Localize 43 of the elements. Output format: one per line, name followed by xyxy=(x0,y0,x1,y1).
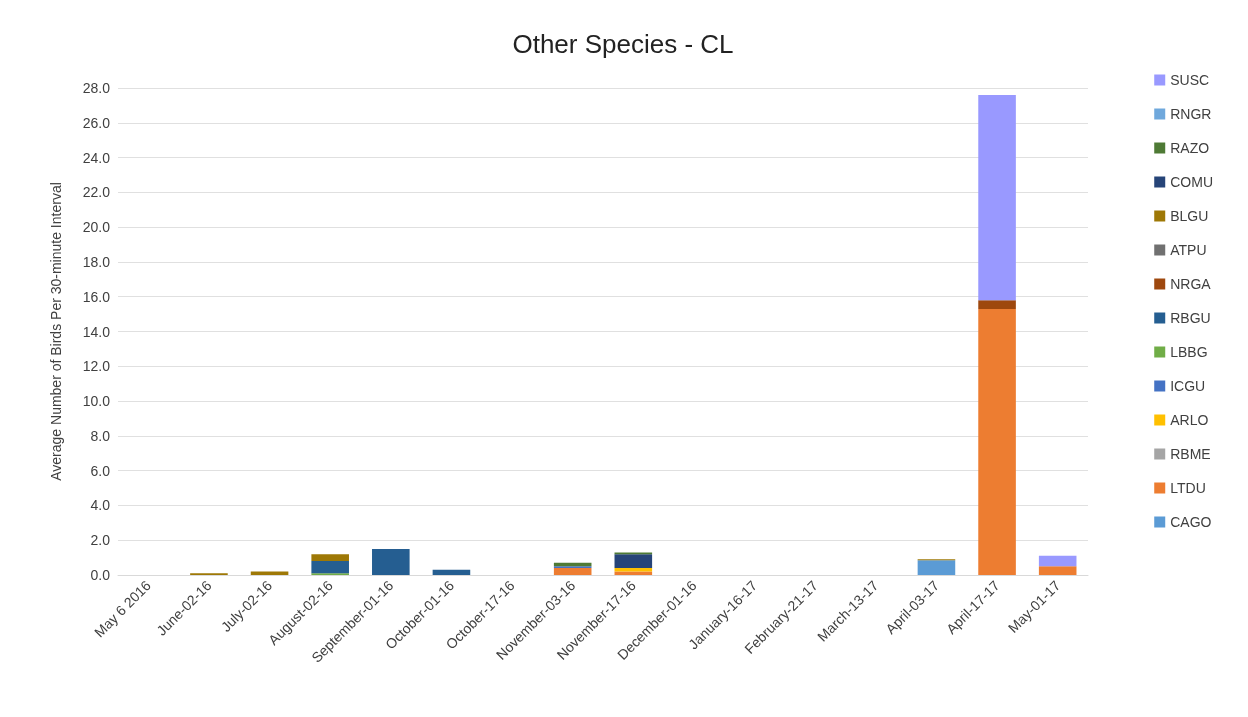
bar xyxy=(614,554,653,569)
legend-label: LTDU xyxy=(1170,480,1206,496)
y-tick-label: 0.0 xyxy=(90,567,111,583)
legend-label: RAZO xyxy=(1170,140,1210,156)
bar xyxy=(311,554,349,562)
bar xyxy=(553,568,592,575)
bar xyxy=(372,548,410,575)
y-tick-label: 8.0 xyxy=(90,427,111,444)
y-tick-label: 14.0 xyxy=(82,323,111,340)
y-tick-label: 2.0 xyxy=(90,532,111,549)
y-tick-label: 4.0 xyxy=(90,497,111,514)
y-tick-label: 26.0 xyxy=(82,114,111,131)
legend-label: NRGA xyxy=(1170,276,1212,292)
y-tick-label: 24.0 xyxy=(82,149,111,166)
bar xyxy=(978,308,1016,575)
y-tick-label: 20.0 xyxy=(82,219,111,236)
y-tick-label: 12.0 xyxy=(82,358,111,375)
y-tick-label: 18.0 xyxy=(82,253,111,270)
legend-label: RNGR xyxy=(1170,106,1212,122)
bar xyxy=(311,561,349,574)
legend-label: SUSC xyxy=(1170,72,1210,88)
chart-title: Other Species - CL xyxy=(512,29,734,59)
legend-label: BLGU xyxy=(1170,208,1209,224)
bar xyxy=(1038,566,1077,575)
legend-label: CAGO xyxy=(1170,514,1212,530)
legend-label: ICGU xyxy=(1170,378,1206,394)
y-tick-label: 6.0 xyxy=(90,462,111,479)
y-tick-label: 22.0 xyxy=(82,184,111,201)
y-tick-label: 28.0 xyxy=(82,80,111,96)
legend-label: RBGU xyxy=(1170,310,1211,326)
legend-label: RBME xyxy=(1170,446,1211,462)
legend-label: ARLO xyxy=(1170,412,1209,428)
bar xyxy=(917,560,956,575)
legend-label: LBBG xyxy=(1170,344,1208,360)
legend-label: ATPU xyxy=(1170,242,1207,258)
bar xyxy=(432,569,471,575)
bar xyxy=(978,300,1016,309)
y-tick-label: 16.0 xyxy=(82,288,111,305)
bar xyxy=(1038,555,1077,567)
bar xyxy=(978,94,1016,301)
legend-label: COMU xyxy=(1170,174,1214,190)
y-tick-label: 10.0 xyxy=(82,393,111,410)
y-axis-title: Average Number of Birds Per 30-minute Interval xyxy=(48,182,64,481)
